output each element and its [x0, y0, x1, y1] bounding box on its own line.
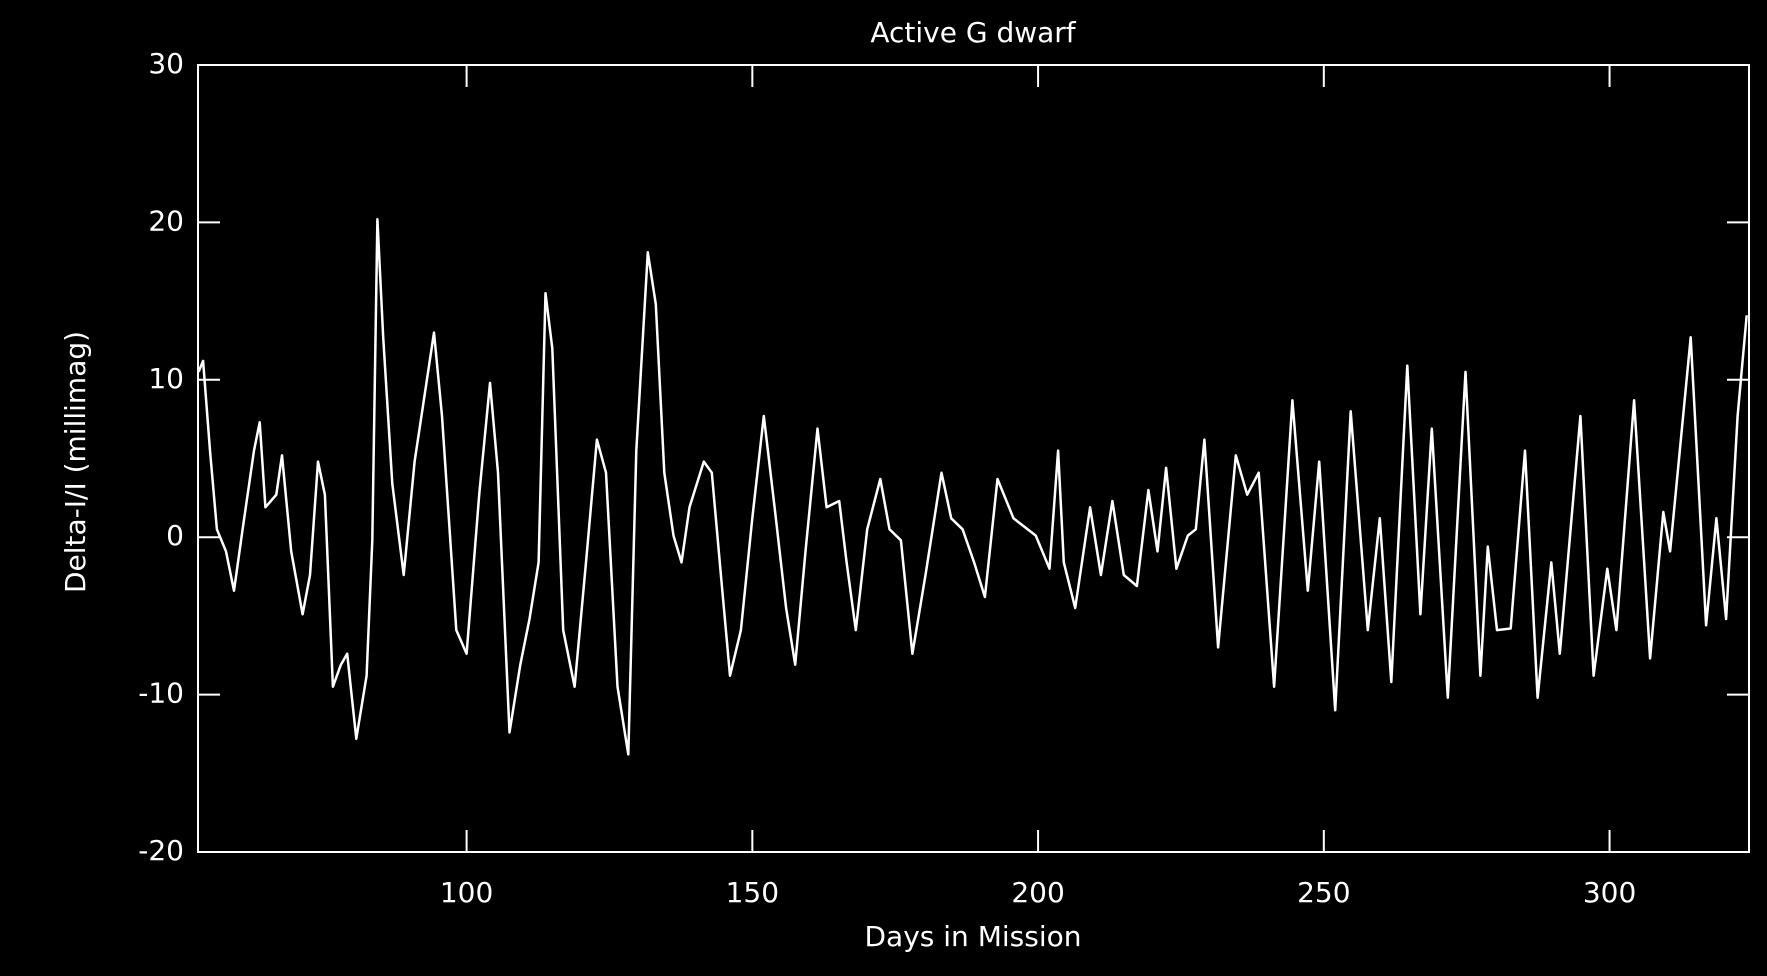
y-tick-label: 30 [148, 47, 184, 80]
y-tick-label: 20 [148, 204, 184, 237]
x-tick-label: 100 [440, 876, 493, 909]
x-tick-label: 150 [726, 876, 779, 909]
y-tick-label: 0 [166, 519, 184, 552]
data-line [197, 218, 1748, 756]
y-axis-label: Delta-I/I (millimag) [59, 331, 92, 593]
x-tick-label: 200 [1011, 876, 1064, 909]
chart-title: Active G dwarf [870, 16, 1076, 49]
plot-frame [197, 64, 1750, 853]
y-tick-label: 10 [148, 362, 184, 395]
y-tick-label: -20 [138, 834, 184, 867]
x-tick-label: 250 [1297, 876, 1350, 909]
y-tick-label: -10 [138, 677, 184, 710]
x-tick-label: 300 [1583, 876, 1636, 909]
x-axis-label: Days in Mission [865, 920, 1082, 953]
